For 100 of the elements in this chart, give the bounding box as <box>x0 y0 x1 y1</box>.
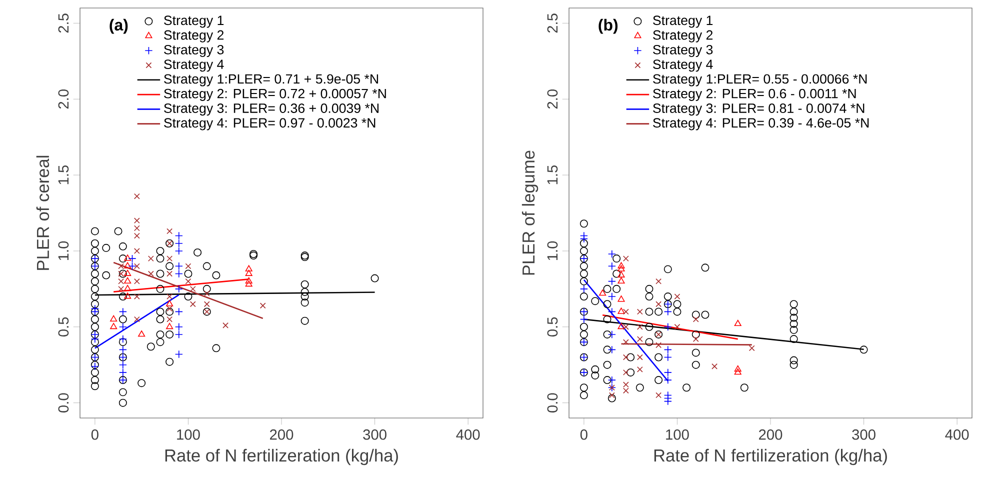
x-axis-title: Rate of N fertilizeration (kg/ha) <box>654 448 887 466</box>
legend-label: Strategy 2: PLER= 0.72 + 0.00057 *N <box>164 88 386 101</box>
point <box>618 265 625 272</box>
point <box>166 270 173 277</box>
point <box>166 228 173 234</box>
point <box>148 270 154 277</box>
point <box>174 308 183 316</box>
x-tick-label: 300 <box>363 429 386 440</box>
point <box>128 254 136 263</box>
point <box>166 300 174 306</box>
point <box>134 193 140 200</box>
x-tick-label: 0 <box>580 429 588 440</box>
point <box>90 335 99 344</box>
point <box>134 278 140 284</box>
x-tick-label: 100 <box>666 429 689 440</box>
point <box>222 322 228 328</box>
point <box>608 262 616 270</box>
legend-label: Strategy 1:PLER= 0.55 - 0.00066 *N <box>653 74 867 86</box>
point <box>190 301 196 308</box>
point <box>185 263 192 270</box>
point <box>134 225 140 232</box>
legend-label: Strategy 2 <box>653 30 713 42</box>
point <box>608 308 616 316</box>
point <box>664 308 672 316</box>
point <box>636 336 643 342</box>
y-tick-label: 2.5 <box>547 14 558 33</box>
point <box>124 277 132 284</box>
point <box>664 397 672 406</box>
point <box>622 256 629 262</box>
point <box>664 322 672 331</box>
point <box>580 315 588 324</box>
point <box>260 302 266 309</box>
point <box>174 322 183 331</box>
y-tick-label: 1.5 <box>58 165 69 184</box>
legend-label: Strategy 4 <box>164 60 224 72</box>
point <box>118 270 124 277</box>
point <box>110 315 118 322</box>
point <box>204 301 210 308</box>
y-tick-label: 0.5 <box>547 317 558 337</box>
point <box>622 324 629 330</box>
y-tick-label: 0.0 <box>547 393 558 412</box>
point <box>734 368 742 375</box>
point <box>166 294 173 300</box>
legend-label: Strategy 2: PLER= 0.6 - 0.0011 *N <box>653 88 856 101</box>
point <box>622 388 629 394</box>
point <box>636 324 643 330</box>
legend-label: Strategy 3 <box>653 44 713 58</box>
point <box>622 382 629 388</box>
point <box>138 330 146 337</box>
legend-label: Strategy 3 <box>164 44 224 58</box>
point <box>174 246 183 255</box>
point <box>245 270 252 276</box>
point <box>166 322 174 330</box>
point <box>118 278 124 284</box>
y-tick-label: 0.5 <box>58 317 69 337</box>
point <box>118 322 127 331</box>
point <box>190 286 196 292</box>
point <box>110 322 118 330</box>
point <box>166 306 173 312</box>
point <box>134 232 140 239</box>
point <box>134 218 140 224</box>
point <box>734 365 742 372</box>
y-tick-label: 0.0 <box>58 393 69 412</box>
x-tick-label: 200 <box>270 429 294 440</box>
annotation: (a) <box>110 18 128 34</box>
point <box>656 342 662 348</box>
point <box>118 286 124 292</box>
point <box>124 262 132 268</box>
point <box>134 248 140 254</box>
annotation: (b) <box>598 18 618 34</box>
point <box>664 346 672 354</box>
point <box>734 320 742 326</box>
y-tick-label: 1.0 <box>58 241 69 260</box>
legend-label: Strategy 2 <box>164 30 224 42</box>
point <box>166 316 173 322</box>
point <box>674 324 680 330</box>
point <box>608 250 616 258</box>
point <box>185 278 192 284</box>
x-axis-title: Rate of N fertilizeration (kg/ha) <box>165 448 398 466</box>
point <box>134 294 140 300</box>
point <box>599 289 606 296</box>
y-tick-label: 1.5 <box>547 165 558 184</box>
point <box>148 256 154 262</box>
point <box>174 262 183 270</box>
legend-label: Strategy 4 <box>653 60 713 72</box>
point <box>608 392 615 398</box>
y-tick-label: 2.0 <box>547 90 558 109</box>
point <box>128 262 136 270</box>
point <box>174 232 183 240</box>
point <box>118 335 127 344</box>
point <box>618 308 625 314</box>
point <box>124 270 132 276</box>
x-tick-label: 400 <box>945 429 969 440</box>
point <box>618 296 625 302</box>
legend-label: Strategy 3: PLER= 0.36 + 0.0039 *N <box>164 104 379 116</box>
x-tick-label: 0 <box>91 429 98 440</box>
point <box>124 284 132 292</box>
point <box>656 278 662 284</box>
point <box>656 301 662 308</box>
point <box>174 239 183 248</box>
